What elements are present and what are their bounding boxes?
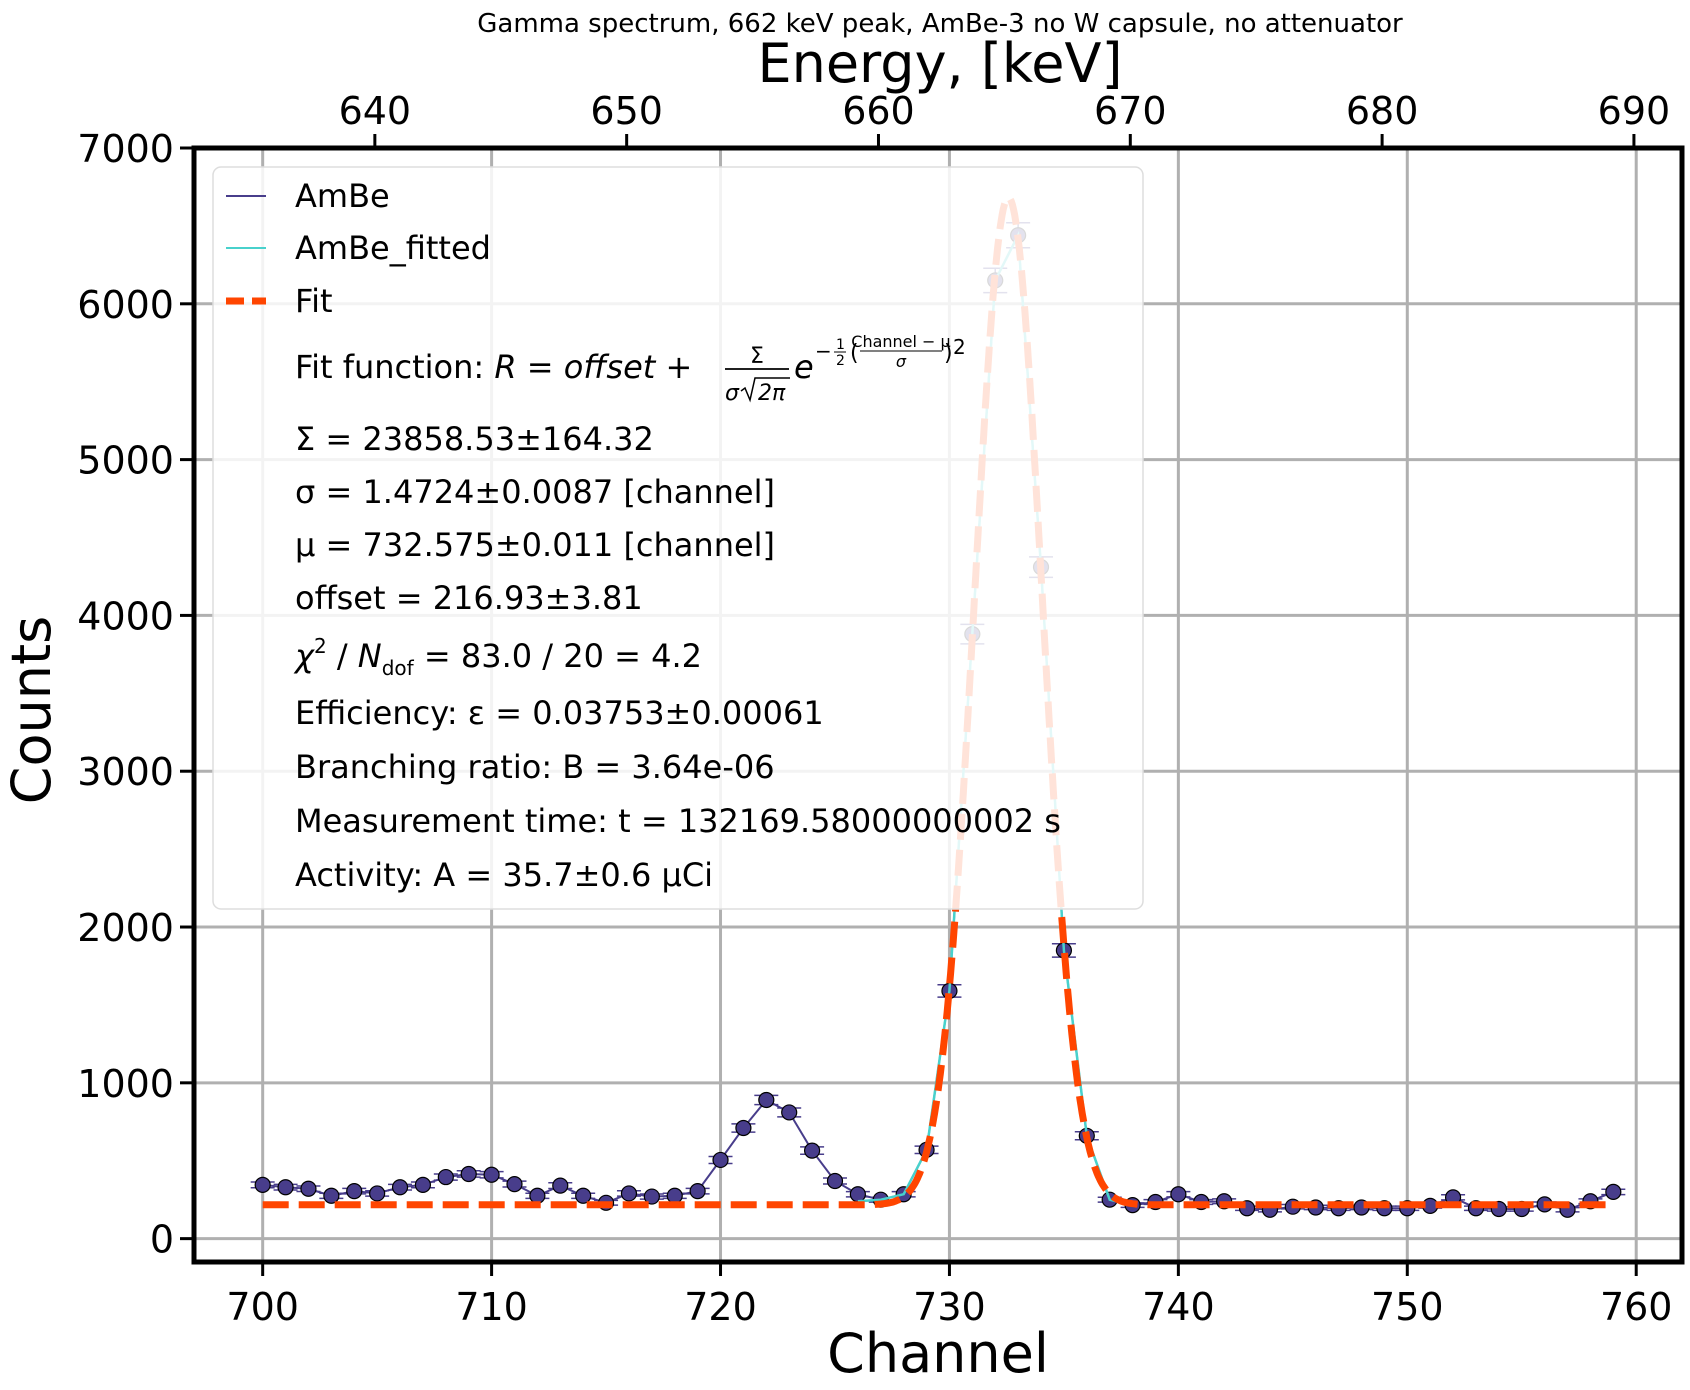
fit-function-prefix: Fit function: bbox=[295, 348, 494, 386]
data-point bbox=[689, 1183, 706, 1200]
annotation-chi2: χ2 / Ndof = 83.0 / 20 = 4.2 bbox=[293, 634, 702, 680]
top-tick-label: 660 bbox=[842, 89, 915, 133]
data-point bbox=[323, 1187, 340, 1204]
fit-function-paren-open: ( bbox=[850, 341, 859, 366]
legend-label-ambe: AmBe bbox=[295, 177, 390, 215]
legend-label-fit: Fit bbox=[295, 282, 333, 320]
data-point bbox=[758, 1091, 775, 1109]
y-tick-label: 5000 bbox=[77, 439, 174, 483]
fit-curve bbox=[262, 194, 1614, 1209]
plot-frame bbox=[191, 145, 1685, 1265]
x-tick-label: 760 bbox=[1600, 1285, 1673, 1329]
top-tick-label: 670 bbox=[1094, 89, 1167, 133]
legend: AmBe AmBe_fitted Fit Fit function: R = o… bbox=[212, 166, 1144, 910]
chi2-rest: = 83.0 / 20 = 4.2 bbox=[414, 637, 702, 675]
x-tick-label: 750 bbox=[1371, 1285, 1444, 1329]
fit-function-half-den: 2 bbox=[836, 353, 845, 369]
data-point bbox=[369, 1185, 386, 1202]
data-point bbox=[666, 1187, 683, 1204]
y-tick-label: 1000 bbox=[77, 1062, 174, 1106]
data-point bbox=[1605, 1183, 1622, 1200]
legend-box bbox=[212, 166, 1144, 910]
data-point bbox=[849, 1186, 866, 1203]
annotation-mu: μ = 732.575±0.011 [channel] bbox=[295, 526, 775, 564]
annotation-activity: Activity: A = 35.7±0.6 μCi bbox=[295, 856, 713, 894]
data-point bbox=[460, 1165, 477, 1183]
plot-area bbox=[250, 194, 1626, 1218]
annotation-measurement-time: Measurement time: t = 132169.58000000002… bbox=[295, 802, 1061, 840]
x-tick-label: 730 bbox=[913, 1285, 986, 1329]
chi2-subscript: dof bbox=[382, 656, 415, 680]
x-tick-label: 700 bbox=[226, 1285, 299, 1329]
legend-label-ambe-fitted: AmBe_fitted bbox=[295, 229, 491, 267]
x-tick-label: 720 bbox=[684, 1285, 757, 1329]
data-point bbox=[1170, 1186, 1187, 1203]
fit-function-eq: = bbox=[517, 348, 564, 386]
data-point bbox=[391, 1179, 409, 1196]
fit-function-den-2pi: 2π bbox=[758, 381, 786, 406]
fit-function-paren-close: ) bbox=[944, 341, 953, 366]
x-tick-label: 710 bbox=[455, 1285, 528, 1329]
fit-function-frac-top: Channel − μ bbox=[851, 332, 950, 351]
fit-function-plus: + bbox=[655, 348, 692, 386]
annotation-sigma-sum: Σ = 23858.53±164.32 bbox=[295, 420, 654, 458]
annotation-sigma: σ = 1.4724±0.0087 [channel] bbox=[295, 473, 775, 511]
annotation-offset: offset = 216.93±3.81 bbox=[295, 579, 643, 617]
y-axis-label: Counts bbox=[0, 616, 63, 805]
fit-function-text: Fit function: R = offset + bbox=[295, 348, 692, 386]
data-point bbox=[552, 1177, 569, 1194]
fit-function-frac-bot: σ bbox=[896, 352, 907, 371]
chart-title: Gamma spectrum, 662 keV peak, AmBe-3 no … bbox=[477, 9, 1403, 39]
top-tick-label: 650 bbox=[590, 89, 663, 133]
data-point bbox=[735, 1119, 752, 1137]
data-point bbox=[414, 1176, 432, 1193]
data-point bbox=[277, 1179, 294, 1196]
fit-function-exp-sign: − bbox=[815, 339, 832, 363]
fit-function-half-num: 1 bbox=[836, 337, 845, 353]
data-point bbox=[781, 1104, 798, 1121]
fit-function-numerator: Σ bbox=[750, 344, 764, 369]
data-point bbox=[803, 1142, 821, 1159]
x-tick-label: 740 bbox=[1142, 1285, 1215, 1329]
y-tick-label: 4000 bbox=[77, 594, 174, 638]
annotation-efficiency: Efficiency: ε = 0.03753±0.00061 bbox=[295, 694, 824, 732]
chi2-superscript: 2 bbox=[314, 634, 327, 658]
top-tick-label: 680 bbox=[1346, 89, 1419, 133]
chi2-n: N bbox=[358, 637, 382, 675]
fit-function-den-sigma: σ bbox=[725, 381, 740, 406]
x-axis-label: Channel bbox=[827, 1322, 1049, 1385]
axis-ticks: 700 710 720 730 740 750 760 0 1000 2000 3000 4000 50… bbox=[77, 89, 1672, 1329]
y-tick-label: 6000 bbox=[77, 283, 174, 327]
data-point bbox=[483, 1166, 500, 1183]
chi2-chi: χ bbox=[293, 637, 315, 675]
data-point bbox=[712, 1151, 729, 1169]
top-tick-label: 640 bbox=[339, 89, 412, 133]
top-tick-label: 690 bbox=[1598, 89, 1671, 133]
data-point bbox=[346, 1183, 363, 1200]
fit-function-sqrt bbox=[740, 377, 790, 403]
top-axis-label: Energy, [keV] bbox=[757, 32, 1122, 95]
fit-function-offset: offset bbox=[564, 348, 657, 386]
data-point bbox=[529, 1187, 546, 1204]
data-point bbox=[437, 1168, 454, 1186]
fit-function-e: e bbox=[794, 348, 814, 386]
fit-function-r: R bbox=[494, 348, 516, 386]
fit-function-square: 2 bbox=[953, 335, 966, 359]
data-point bbox=[826, 1172, 844, 1190]
data-point bbox=[254, 1176, 271, 1193]
annotation-branching-ratio: Branching ratio: B = 3.64e-06 bbox=[295, 748, 775, 786]
y-tick-label: 7000 bbox=[77, 127, 174, 171]
data-point bbox=[506, 1175, 523, 1193]
chi2-slash: / bbox=[327, 637, 358, 675]
y-tick-label: 2000 bbox=[77, 906, 174, 950]
data-point bbox=[643, 1188, 660, 1205]
data-point bbox=[620, 1185, 638, 1202]
y-tick-label: 3000 bbox=[77, 750, 174, 794]
y-tick-label: 0 bbox=[150, 1218, 174, 1262]
data-point bbox=[575, 1187, 592, 1204]
data-point bbox=[300, 1180, 317, 1197]
